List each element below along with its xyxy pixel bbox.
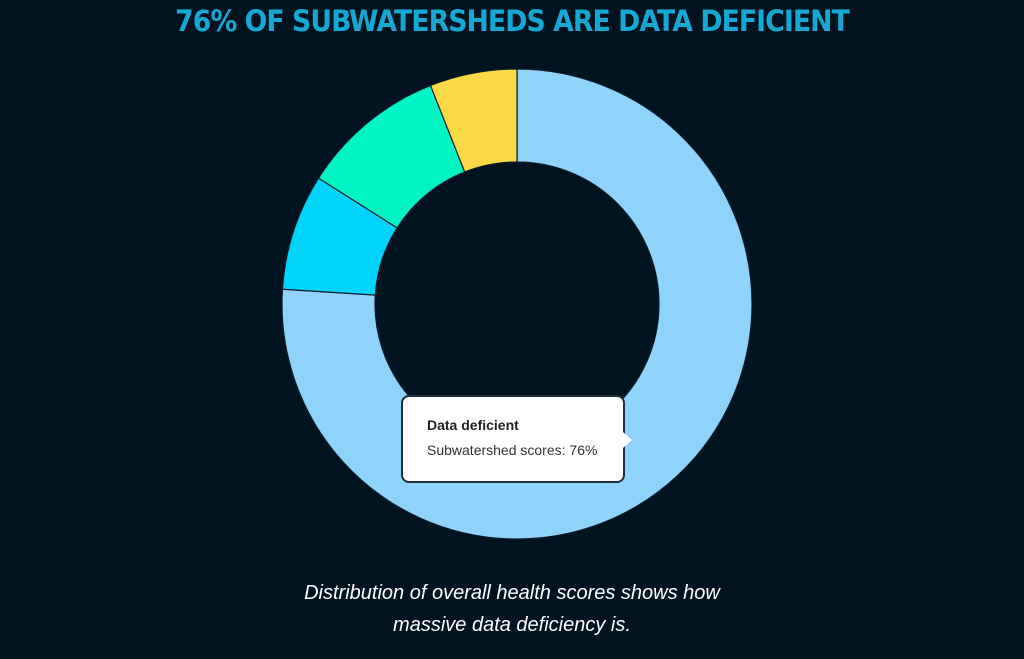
tooltip-title: Data deficient [427, 417, 519, 433]
donut-slice-4[interactable] [429, 68, 518, 173]
tooltip-text: Subwatershed scores: 76% [427, 442, 598, 458]
caption-line-2: massive data deficiency is. [393, 614, 631, 636]
donut-slice-1[interactable] [281, 68, 753, 540]
chart-caption: Distribution of overall health scores sh… [0, 577, 1024, 641]
tooltip: Data deficient Subwatershed scores: 76% [401, 395, 632, 483]
chart-title: 76% OF SUBWATERSHEDS ARE DATA DEFICIENT [175, 4, 850, 38]
tooltip-arrow [623, 432, 632, 448]
caption-line-1: Distribution of overall health scores sh… [304, 582, 720, 604]
